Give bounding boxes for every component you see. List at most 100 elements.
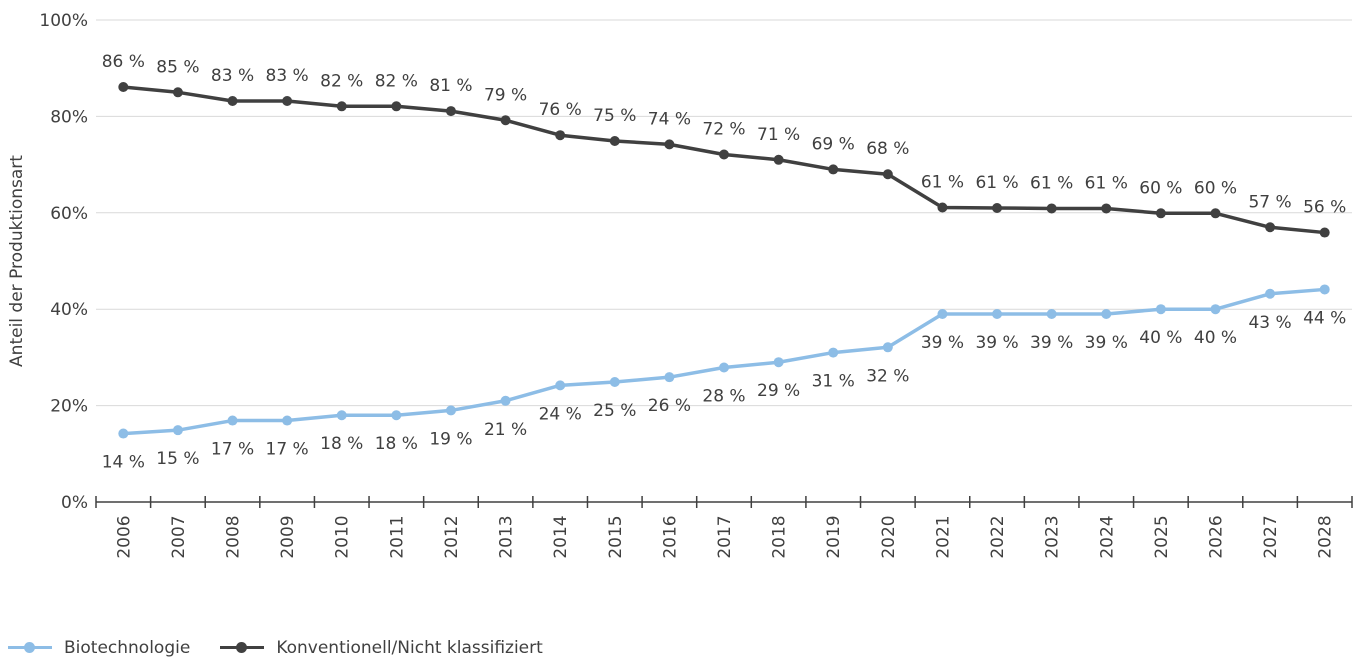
data-point xyxy=(773,154,784,165)
data-point xyxy=(992,309,1003,320)
data-point xyxy=(719,362,729,373)
x-tick-label: 2007 xyxy=(169,515,189,558)
x-tick-label: 2010 xyxy=(333,515,353,558)
data-label: 82 % xyxy=(375,71,418,91)
data-point xyxy=(1319,284,1330,295)
x-tick-label: 2018 xyxy=(770,515,790,558)
x-tick-label: 2014 xyxy=(551,515,571,558)
data-label: 18 % xyxy=(375,434,418,454)
data-point xyxy=(1265,288,1276,299)
data-label: 39 % xyxy=(1030,333,1073,353)
data-point xyxy=(937,309,948,320)
x-tick-label: 2028 xyxy=(1316,515,1336,558)
data-point xyxy=(172,87,183,98)
x-tick-label: 2024 xyxy=(1097,515,1117,558)
legend-swatch-konventionell xyxy=(220,642,265,654)
data-label: 61 % xyxy=(1030,173,1073,193)
data-label: 39 % xyxy=(1085,333,1128,353)
data-label: 19 % xyxy=(429,429,472,449)
data-point xyxy=(664,372,675,383)
x-tick-label: 2021 xyxy=(933,515,953,558)
data-label: 24 % xyxy=(539,404,582,424)
data-label: 14 % xyxy=(102,453,145,473)
data-point xyxy=(992,202,1003,213)
y-tick-label: 0% xyxy=(61,493,88,513)
data-point xyxy=(882,342,893,353)
data-point xyxy=(118,81,129,92)
data-label: 61 % xyxy=(921,172,964,192)
data-point xyxy=(227,95,238,106)
data-labels: 14 % 15 % 17 % 17 % 18 % 18 % 19 % 21 % 24 % 25 %… xyxy=(102,52,1347,473)
legend-item-biotechnologie: Biotechnologie xyxy=(8,638,190,658)
x-tick-label: 2008 xyxy=(224,515,244,558)
x-tick-label: 2026 xyxy=(1206,515,1226,558)
x-tick-label: 2013 xyxy=(497,515,517,558)
data-point xyxy=(664,139,675,150)
data-point xyxy=(1046,203,1057,214)
data-point xyxy=(773,357,784,368)
data-point xyxy=(445,106,456,117)
data-point xyxy=(391,101,402,112)
data-point xyxy=(172,425,183,436)
legend-item-konventionell: Konventionell/Nicht klassifiziert xyxy=(220,638,543,658)
x-tick-label: 2027 xyxy=(1261,515,1281,558)
data-point xyxy=(118,428,129,439)
data-point xyxy=(500,115,511,126)
data-point xyxy=(1265,222,1276,233)
data-point xyxy=(336,410,347,421)
legend-label-biotechnologie: Biotechnologie xyxy=(64,638,191,658)
data-point xyxy=(282,415,293,426)
data-label: 61 % xyxy=(1085,173,1128,193)
data-label: 32 % xyxy=(866,366,909,386)
x-tick-label: 2025 xyxy=(1152,515,1172,558)
data-point xyxy=(1319,227,1330,238)
data-label: 71 % xyxy=(757,125,800,145)
data-label: 29 % xyxy=(757,381,800,401)
y-tick-label: 40% xyxy=(50,300,88,320)
data-label: 18 % xyxy=(320,434,363,454)
data-label: 72 % xyxy=(702,119,745,139)
data-point xyxy=(555,130,566,141)
data-point xyxy=(227,415,238,426)
x-tick-label: 2016 xyxy=(660,515,680,558)
data-point xyxy=(1210,304,1221,315)
x-tick-label: 2017 xyxy=(715,515,735,558)
data-label: 25 % xyxy=(593,401,636,421)
data-label: 82 % xyxy=(320,71,363,91)
series xyxy=(118,81,1330,439)
data-label: 28 % xyxy=(702,387,745,407)
data-point xyxy=(828,164,839,175)
y-tick-label: 80% xyxy=(50,107,88,127)
data-point xyxy=(609,135,620,146)
data-label: 60 % xyxy=(1194,178,1237,198)
data-label: 43 % xyxy=(1248,313,1291,333)
legend-swatch-biotechnologie xyxy=(8,642,52,654)
x-tick-label: 2020 xyxy=(879,515,899,558)
data-point xyxy=(1046,309,1057,320)
x-tick-label: 2019 xyxy=(824,515,844,558)
data-label: 57 % xyxy=(1248,192,1291,212)
data-label: 81 % xyxy=(429,76,472,96)
data-label: 83 % xyxy=(266,66,309,86)
series-line-0 xyxy=(123,287,1325,436)
data-label: 21 % xyxy=(484,420,527,440)
data-label: 75 % xyxy=(593,106,636,126)
data-label: 86 % xyxy=(102,52,145,72)
data-label: 15 % xyxy=(156,449,199,469)
data-point xyxy=(1210,208,1221,219)
data-point xyxy=(828,347,839,358)
x-tick-label: 2012 xyxy=(442,515,462,558)
y-tick-label: 60% xyxy=(50,204,88,224)
data-label: 69 % xyxy=(812,134,855,154)
x-tick-label: 2015 xyxy=(606,515,626,558)
y-axis-title: Anteil der Produktionsart xyxy=(7,155,27,367)
x-tick-label: 2009 xyxy=(278,515,298,558)
data-label: 39 % xyxy=(975,333,1018,353)
data-label: 39 % xyxy=(921,333,964,353)
data-point xyxy=(1155,208,1166,219)
data-point xyxy=(1155,304,1166,315)
data-label: 79 % xyxy=(484,85,527,105)
data-label: 40 % xyxy=(1139,328,1182,348)
